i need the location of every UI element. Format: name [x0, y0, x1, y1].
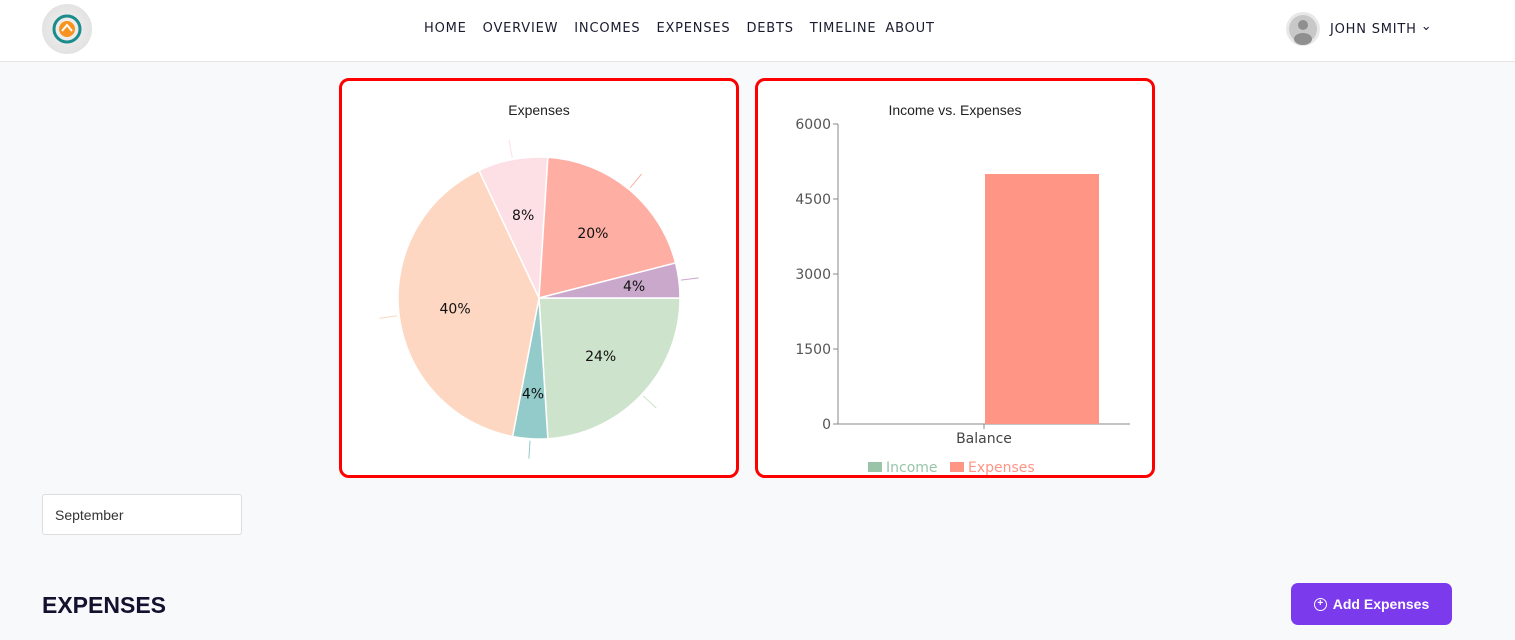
pie-leader-line: [680, 277, 699, 281]
pie-leader-line: [528, 440, 531, 459]
pie-label: 4%: [623, 279, 645, 295]
y-tick-label: 3000: [795, 267, 831, 283]
avatar: [1286, 12, 1320, 46]
legend-swatch: [868, 462, 882, 472]
top-nav: HOME OVERVIEW INCOMES EXPENSES DEBTS TIM…: [0, 0, 1515, 62]
legend-label[interactable]: Expenses: [968, 460, 1035, 475]
x-tick-label: Balance: [956, 431, 1012, 447]
logo[interactable]: [42, 4, 92, 54]
nav-incomes[interactable]: INCOMES: [574, 21, 641, 36]
pie-slice[interactable]: [538, 262, 681, 299]
main-menu: HOME OVERVIEW INCOMES EXPENSES DEBTS TIM…: [424, 21, 935, 36]
bar-title: Income vs. Expenses: [888, 102, 1022, 118]
legend-swatch: [950, 462, 964, 472]
income-vs-expenses-card: Income vs. Expenses 0 1500 3000 4500 6000 Bal…: [755, 78, 1155, 478]
pie-label: 8%: [512, 208, 534, 224]
legend-label[interactable]: Income: [886, 460, 938, 475]
pie-leader-line: [642, 395, 657, 409]
y-tick-label: 6000: [795, 117, 831, 133]
nav-overview[interactable]: OVERVIEW: [482, 21, 559, 36]
bar-chart: 0 1500 3000 4500 6000 Balance Income Expenses: [795, 117, 1130, 475]
user-menu[interactable]: JOHN SMITH ⌄: [1286, 12, 1432, 46]
add-expenses-button[interactable]: + Add Expenses: [1291, 583, 1452, 625]
pie-label: 4%: [522, 387, 544, 403]
pie-chart: 24% 4% 40% 8% 20% 4%: [379, 139, 699, 459]
nav-home[interactable]: HOME: [424, 21, 467, 36]
pie-label: 40%: [440, 302, 471, 318]
pie-leader-line: [379, 315, 398, 319]
nav-debts[interactable]: DEBTS: [746, 21, 794, 36]
pie-leader-line: [629, 173, 643, 189]
nav-timeline[interactable]: TIMELINE: [809, 21, 877, 36]
pie-slice[interactable]: [538, 297, 681, 440]
nav-about[interactable]: ABOUT: [885, 21, 935, 36]
pie-label: 20%: [577, 226, 608, 242]
section-title: EXPENSES: [42, 592, 166, 618]
y-tick-label: 1500: [795, 342, 831, 358]
add-expenses-label: Add Expenses: [1332, 596, 1430, 612]
pie-label: 24%: [585, 349, 616, 365]
pie-leader-line: [508, 139, 513, 158]
plus-circle-icon: +: [1313, 597, 1327, 611]
y-tick-label: 0: [822, 417, 831, 433]
user-name: JOHN SMITH: [1330, 21, 1417, 37]
pie-title: Expenses: [508, 102, 570, 118]
bar-expenses[interactable]: [985, 174, 1099, 424]
expenses-pie-card: Expenses 24% 4% 40% 8% 20% 4%: [339, 78, 739, 478]
pie-slice[interactable]: [538, 156, 677, 299]
nav-expenses[interactable]: EXPENSES: [656, 21, 731, 36]
chevron-down-icon: ⌄: [1420, 18, 1433, 34]
month-select[interactable]: September: [42, 494, 242, 535]
pie-slice[interactable]: [397, 169, 540, 438]
y-tick-label: 4500: [795, 192, 831, 208]
